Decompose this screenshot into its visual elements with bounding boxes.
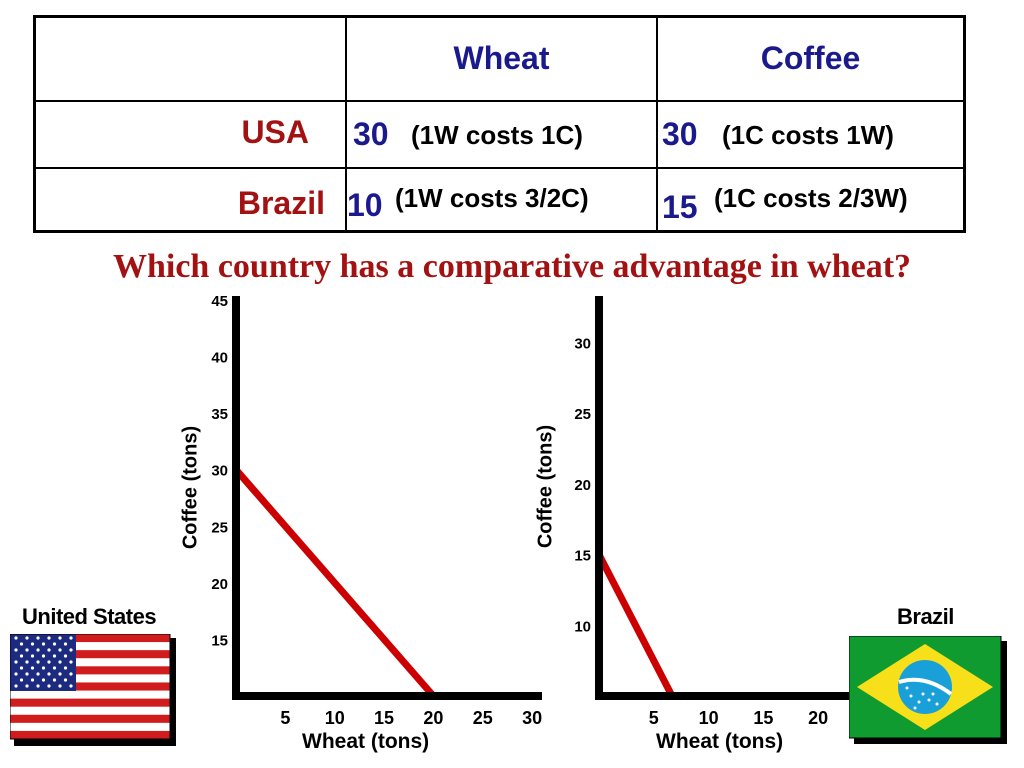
country-brazil: Brazil <box>237 184 325 221</box>
brazil-x-axis-label: Wheat (tons) <box>656 730 784 753</box>
country-usa: USA <box>241 113 309 150</box>
usa-coffee-value: 30 <box>662 115 698 152</box>
brazil-ppf-line <box>595 552 676 698</box>
usa-flag <box>10 634 176 746</box>
brazil-flag-title: Brazil <box>897 604 954 629</box>
usa-x-tick-label: 10 <box>325 708 345 728</box>
usa-x-tick-label: 25 <box>473 708 493 728</box>
brazil-y-tick-label: 30 <box>574 335 591 352</box>
usa-y-tick-label: 25 <box>211 519 228 536</box>
row-brazil-wheat-cell: 10 (1W costs 3/2C) <box>345 166 658 233</box>
row-brazil-coffee-cell: 15 (1C costs 2/3W) <box>656 166 966 233</box>
usa-wheat-note: (1W costs 1C) <box>411 119 583 150</box>
header-coffee: Coffee <box>656 15 966 102</box>
row-usa-wheat-cell: 30 (1W costs 1C) <box>345 99 658 169</box>
brazil-coffee-note: (1C costs 2/3W) <box>714 182 908 213</box>
brazil-x-tick-label: 5 <box>649 708 659 728</box>
usa-wheat-value: 30 <box>353 115 389 152</box>
usa-y-axis-label: Coffee (tons) <box>179 425 202 550</box>
usa-y-tick-label: 40 <box>211 350 228 367</box>
usa-x-axis-label: Wheat (tons) <box>302 730 430 753</box>
brazil-wheat-value: 10 <box>347 186 383 223</box>
usa-y-tick-label: 20 <box>211 576 228 593</box>
brazil-wheat-note: (1W costs 3/2C) <box>395 182 589 213</box>
usa-coffee-note: (1C costs 1W) <box>722 119 894 150</box>
usa-flag-title: United States <box>22 604 157 629</box>
usa-x-tick-label: 15 <box>374 708 394 728</box>
brazil-x-tick-label: 10 <box>699 708 719 728</box>
brazil-x-tick-label: 20 <box>808 708 828 728</box>
header-wheat: Wheat <box>345 15 658 102</box>
row-usa-coffee-cell: 30 (1C costs 1W) <box>656 99 966 169</box>
brazil-y-tick-label: 10 <box>574 618 591 635</box>
usa-y-tick-label: 45 <box>211 293 228 310</box>
table-corner-cell <box>33 15 347 102</box>
question-text: Which country has a comparative advantag… <box>112 248 912 285</box>
production-table: Wheat Coffee USA 30 (1W costs 1C) 30 (1C… <box>33 15 966 233</box>
usa-y-tick-label: 30 <box>211 463 228 480</box>
brazil-y-tick-label: 15 <box>574 548 591 565</box>
brazil-flag <box>849 636 1007 744</box>
row-brazil-country-cell: Brazil <box>33 166 347 233</box>
usa-y-tick-label: 35 <box>211 406 228 423</box>
brazil-coffee-value: 15 <box>662 188 698 225</box>
usa-x-tick-label: 20 <box>423 708 443 728</box>
usa-y-tick-label: 15 <box>211 632 228 649</box>
usa-x-tick-label: 5 <box>280 708 290 728</box>
brazil-y-axis-label: Coffee (tons) <box>534 424 557 549</box>
brazil-y-tick-label: 20 <box>574 477 591 494</box>
usa-x-tick-label: 30 <box>522 708 542 728</box>
row-usa-country-cell: USA <box>33 99 347 169</box>
brazil-y-tick-label: 25 <box>574 406 591 423</box>
brazil-x-tick-label: 15 <box>753 708 773 728</box>
usa-ppf-line <box>233 467 437 699</box>
